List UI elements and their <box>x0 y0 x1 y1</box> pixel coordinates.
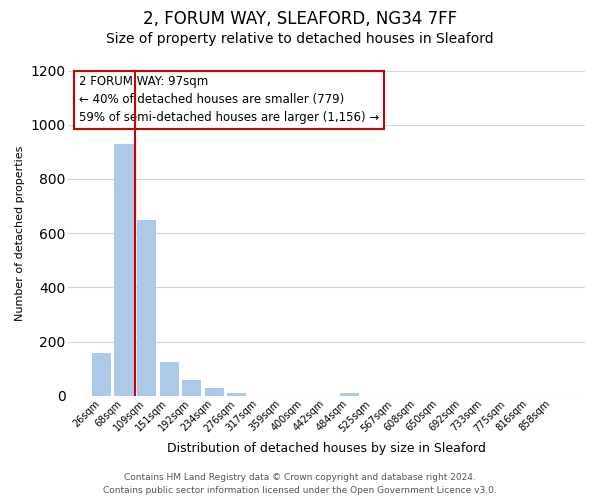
Y-axis label: Number of detached properties: Number of detached properties <box>15 146 25 321</box>
X-axis label: Distribution of detached houses by size in Sleaford: Distribution of detached houses by size … <box>167 442 486 455</box>
Bar <box>227 393 246 396</box>
Text: 2 FORUM WAY: 97sqm
← 40% of detached houses are smaller (779)
59% of semi-detach: 2 FORUM WAY: 97sqm ← 40% of detached hou… <box>79 76 379 124</box>
Bar <box>340 393 359 396</box>
Text: 2, FORUM WAY, SLEAFORD, NG34 7FF: 2, FORUM WAY, SLEAFORD, NG34 7FF <box>143 10 457 28</box>
Bar <box>92 352 111 396</box>
Bar <box>160 362 179 396</box>
Bar <box>205 388 224 396</box>
Bar <box>137 220 156 396</box>
Text: Size of property relative to detached houses in Sleaford: Size of property relative to detached ho… <box>106 32 494 46</box>
Bar <box>182 380 201 396</box>
Text: Contains HM Land Registry data © Crown copyright and database right 2024.
Contai: Contains HM Land Registry data © Crown c… <box>103 474 497 495</box>
Bar <box>115 144 134 396</box>
